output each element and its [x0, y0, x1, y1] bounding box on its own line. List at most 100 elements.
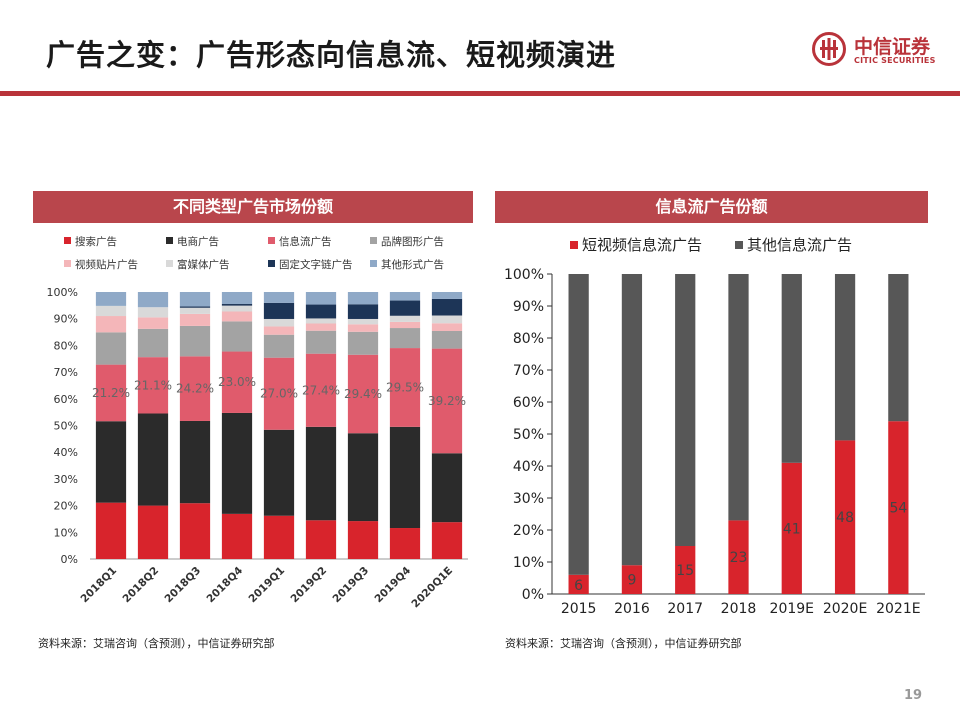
bar-segment: [431, 292, 463, 299]
y-tick-label: 60%: [513, 395, 544, 411]
y-tick-label: 60%: [54, 393, 78, 406]
data-label: 29.4%: [344, 387, 382, 401]
bar-segment: [568, 574, 589, 594]
y-tick-label: 30%: [513, 491, 544, 507]
legend-label-1: 搜索广告: [75, 235, 117, 248]
legend-label-6: 富媒体广告: [177, 258, 230, 271]
legend-swatch-1: [64, 237, 71, 244]
legend-label-1: 短视频信息流广告: [582, 236, 702, 254]
bar-segment: [95, 316, 127, 333]
x-tick-label: 2020Q1E: [409, 565, 455, 611]
bar-segment: [728, 274, 749, 521]
bar-segment: [431, 315, 463, 324]
x-tick-label: 2019Q3: [330, 565, 371, 606]
bar-segment: [179, 292, 211, 307]
data-label: 9: [627, 573, 636, 589]
y-tick-label: 80%: [513, 331, 544, 347]
bar-segment: [431, 298, 463, 316]
bar-segment: [675, 546, 696, 594]
bar-segment: [728, 520, 749, 594]
bar-segment: [431, 323, 463, 331]
legend-label-7: 固定文字链广告: [279, 258, 353, 271]
bar-segment: [263, 334, 295, 358]
data-label: 39.2%: [428, 394, 466, 408]
bar-segment: [347, 433, 379, 522]
data-label: 21.2%: [92, 386, 130, 400]
data-label: 21.1%: [134, 378, 172, 392]
bar-segment: [389, 321, 421, 329]
bar-segment: [389, 348, 421, 427]
legend-swatch-2: [166, 237, 173, 244]
x-tick-label: 2019Q4: [372, 565, 413, 606]
bar-segment: [347, 292, 379, 305]
bar-segment: [347, 318, 379, 325]
bar-segment: [888, 274, 909, 422]
y-tick-label: 70%: [54, 366, 78, 379]
page-title: 广告之变：广告形态向信息流、短视频演进: [46, 38, 617, 72]
title-divider: [0, 91, 960, 96]
bar-segment: [305, 304, 337, 319]
logo-english-text: CITIC SECURITIES: [854, 56, 936, 65]
bar-segment: [95, 305, 127, 317]
logo-chinese-text: 中信证券: [854, 36, 931, 58]
x-tick-label: 2018Q1: [78, 565, 119, 606]
legend-swatch-4: [370, 237, 377, 244]
bar-segment: [621, 565, 643, 594]
bar-segment: [568, 274, 589, 575]
bar-segment: [221, 304, 253, 306]
bar-segment: [95, 502, 127, 559]
bar-segment: [221, 513, 253, 559]
y-tick-label: 40%: [54, 446, 78, 459]
x-tick-label: 2018Q3: [162, 565, 203, 606]
x-tick-label: 2017: [667, 601, 703, 617]
legend-label-4: 品牌图形广告: [381, 235, 444, 248]
y-tick-label: 90%: [513, 299, 544, 315]
bar-segment: [305, 292, 337, 305]
bar-segment: [137, 413, 169, 506]
feed-ad-share-chart: 短视频信息流广告 其他信息流广告 0% 10% 20% 30% 40% 50% 60% 70% 80…: [504, 236, 925, 617]
bar-segment: [179, 306, 211, 308]
bar-segment: [263, 326, 295, 335]
x-tick-label: 2018Q4: [204, 565, 245, 606]
bar-segment: [781, 462, 802, 594]
y-tick-label: 100%: [47, 286, 78, 299]
bar-segment: [179, 307, 211, 314]
bar-segment: [389, 300, 421, 316]
y-tick-label: 20%: [54, 500, 78, 513]
x-tick-label: 2015: [561, 601, 597, 617]
bar-segment: [95, 292, 127, 306]
bar-segment: [834, 440, 856, 594]
bar-segment: [347, 521, 379, 559]
bar-segment: [305, 323, 337, 331]
bar-segment: [221, 351, 253, 413]
right-source-note: 资料来源：艾瑞咨询（含预测），中信证券研究部: [505, 637, 742, 650]
y-tick-label: 10%: [513, 555, 544, 571]
y-tick-label: 80%: [54, 339, 78, 352]
x-tick-label: 2018Q2: [120, 565, 161, 606]
bar-segment: [95, 421, 127, 503]
x-tick-label: 2021E: [876, 601, 920, 617]
bar-segment: [137, 357, 169, 414]
bar-segment: [675, 274, 696, 546]
right-panel-title: 信息流广告份额: [495, 191, 928, 223]
legend-label-2: 电商广告: [177, 235, 219, 248]
bar-segment: [621, 274, 643, 566]
legend-swatch-8: [370, 260, 377, 267]
legend-swatch-7: [268, 260, 275, 267]
x-tick-label: 2019Q2: [288, 565, 329, 606]
bar-segment: [834, 274, 856, 441]
data-label: 29.5%: [386, 380, 424, 394]
bar-segment: [347, 331, 379, 355]
bar-segment: [221, 292, 253, 305]
legend-swatch-2: [735, 241, 743, 249]
y-tick-label: 90%: [54, 313, 78, 326]
bar-segment: [263, 515, 295, 559]
bar-segment: [179, 420, 211, 504]
slide-header: 广告之变：广告形态向信息流、短视频演进 中信证券 CITIC SECURITIE…: [0, 0, 960, 96]
bar-segment: [389, 328, 421, 349]
bar-segment: [389, 426, 421, 529]
bar-segment: [179, 503, 211, 559]
citic-logo-icon: [812, 32, 846, 66]
bar-segment: [137, 317, 169, 329]
bar-segment: [137, 328, 169, 358]
